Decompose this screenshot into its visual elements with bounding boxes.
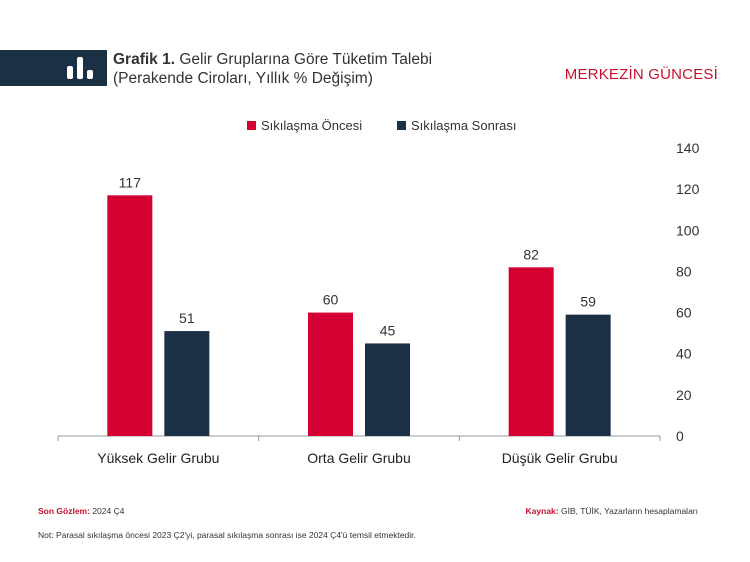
data-label: 45 <box>380 322 396 338</box>
legend-swatch <box>397 121 406 130</box>
brand-logo: MERKEZİN GÜNCESİ <box>564 66 718 83</box>
y-tick-label: 20 <box>676 387 692 403</box>
y-tick-label: 140 <box>676 140 700 156</box>
bar-after <box>365 343 410 436</box>
legend-label: Sıkılaşma Öncesi <box>261 118 362 133</box>
data-label: 59 <box>580 294 596 310</box>
last-observation: Son Gözlem: 2024 Ç4 <box>38 506 125 516</box>
data-label: 82 <box>523 246 539 262</box>
bar-chart-icon <box>67 57 93 79</box>
y-tick-label: 40 <box>676 346 692 362</box>
legend-swatch <box>247 121 256 130</box>
data-label: 51 <box>179 310 195 326</box>
y-tick-label: 120 <box>676 181 700 197</box>
y-tick-label: 80 <box>676 263 692 279</box>
chart-subtitle: (Perakende Ciroları, Yıllık % Değişim) <box>113 70 373 87</box>
legend-label: Sıkılaşma Sonrası <box>411 118 517 133</box>
y-tick-label: 60 <box>676 305 692 321</box>
data-label: 117 <box>119 174 142 190</box>
x-tick-label: Düşük Gelir Grubu <box>502 450 618 466</box>
source: Kaynak: GİB, TÜİK, Yazarların hesaplamal… <box>525 506 698 516</box>
x-tick-label: Orta Gelir Grubu <box>307 450 410 466</box>
bar-before <box>308 312 353 436</box>
bar-after <box>565 314 611 436</box>
y-tick-label: 100 <box>676 222 700 238</box>
header-bar <box>0 50 107 86</box>
chart-title: Grafik 1. Gelir Gruplarına Göre Tüketim … <box>113 51 433 87</box>
data-label: 60 <box>323 292 339 308</box>
y-tick-label: 0 <box>676 428 684 444</box>
note: Not: Parasal sıkılaşma öncesi 2023 Ç2'yi… <box>38 530 416 540</box>
bar-before <box>508 267 554 436</box>
x-tick-label: Yüksek Gelir Grubu <box>97 450 219 466</box>
bar-after <box>164 331 210 436</box>
bar-before <box>107 195 153 436</box>
